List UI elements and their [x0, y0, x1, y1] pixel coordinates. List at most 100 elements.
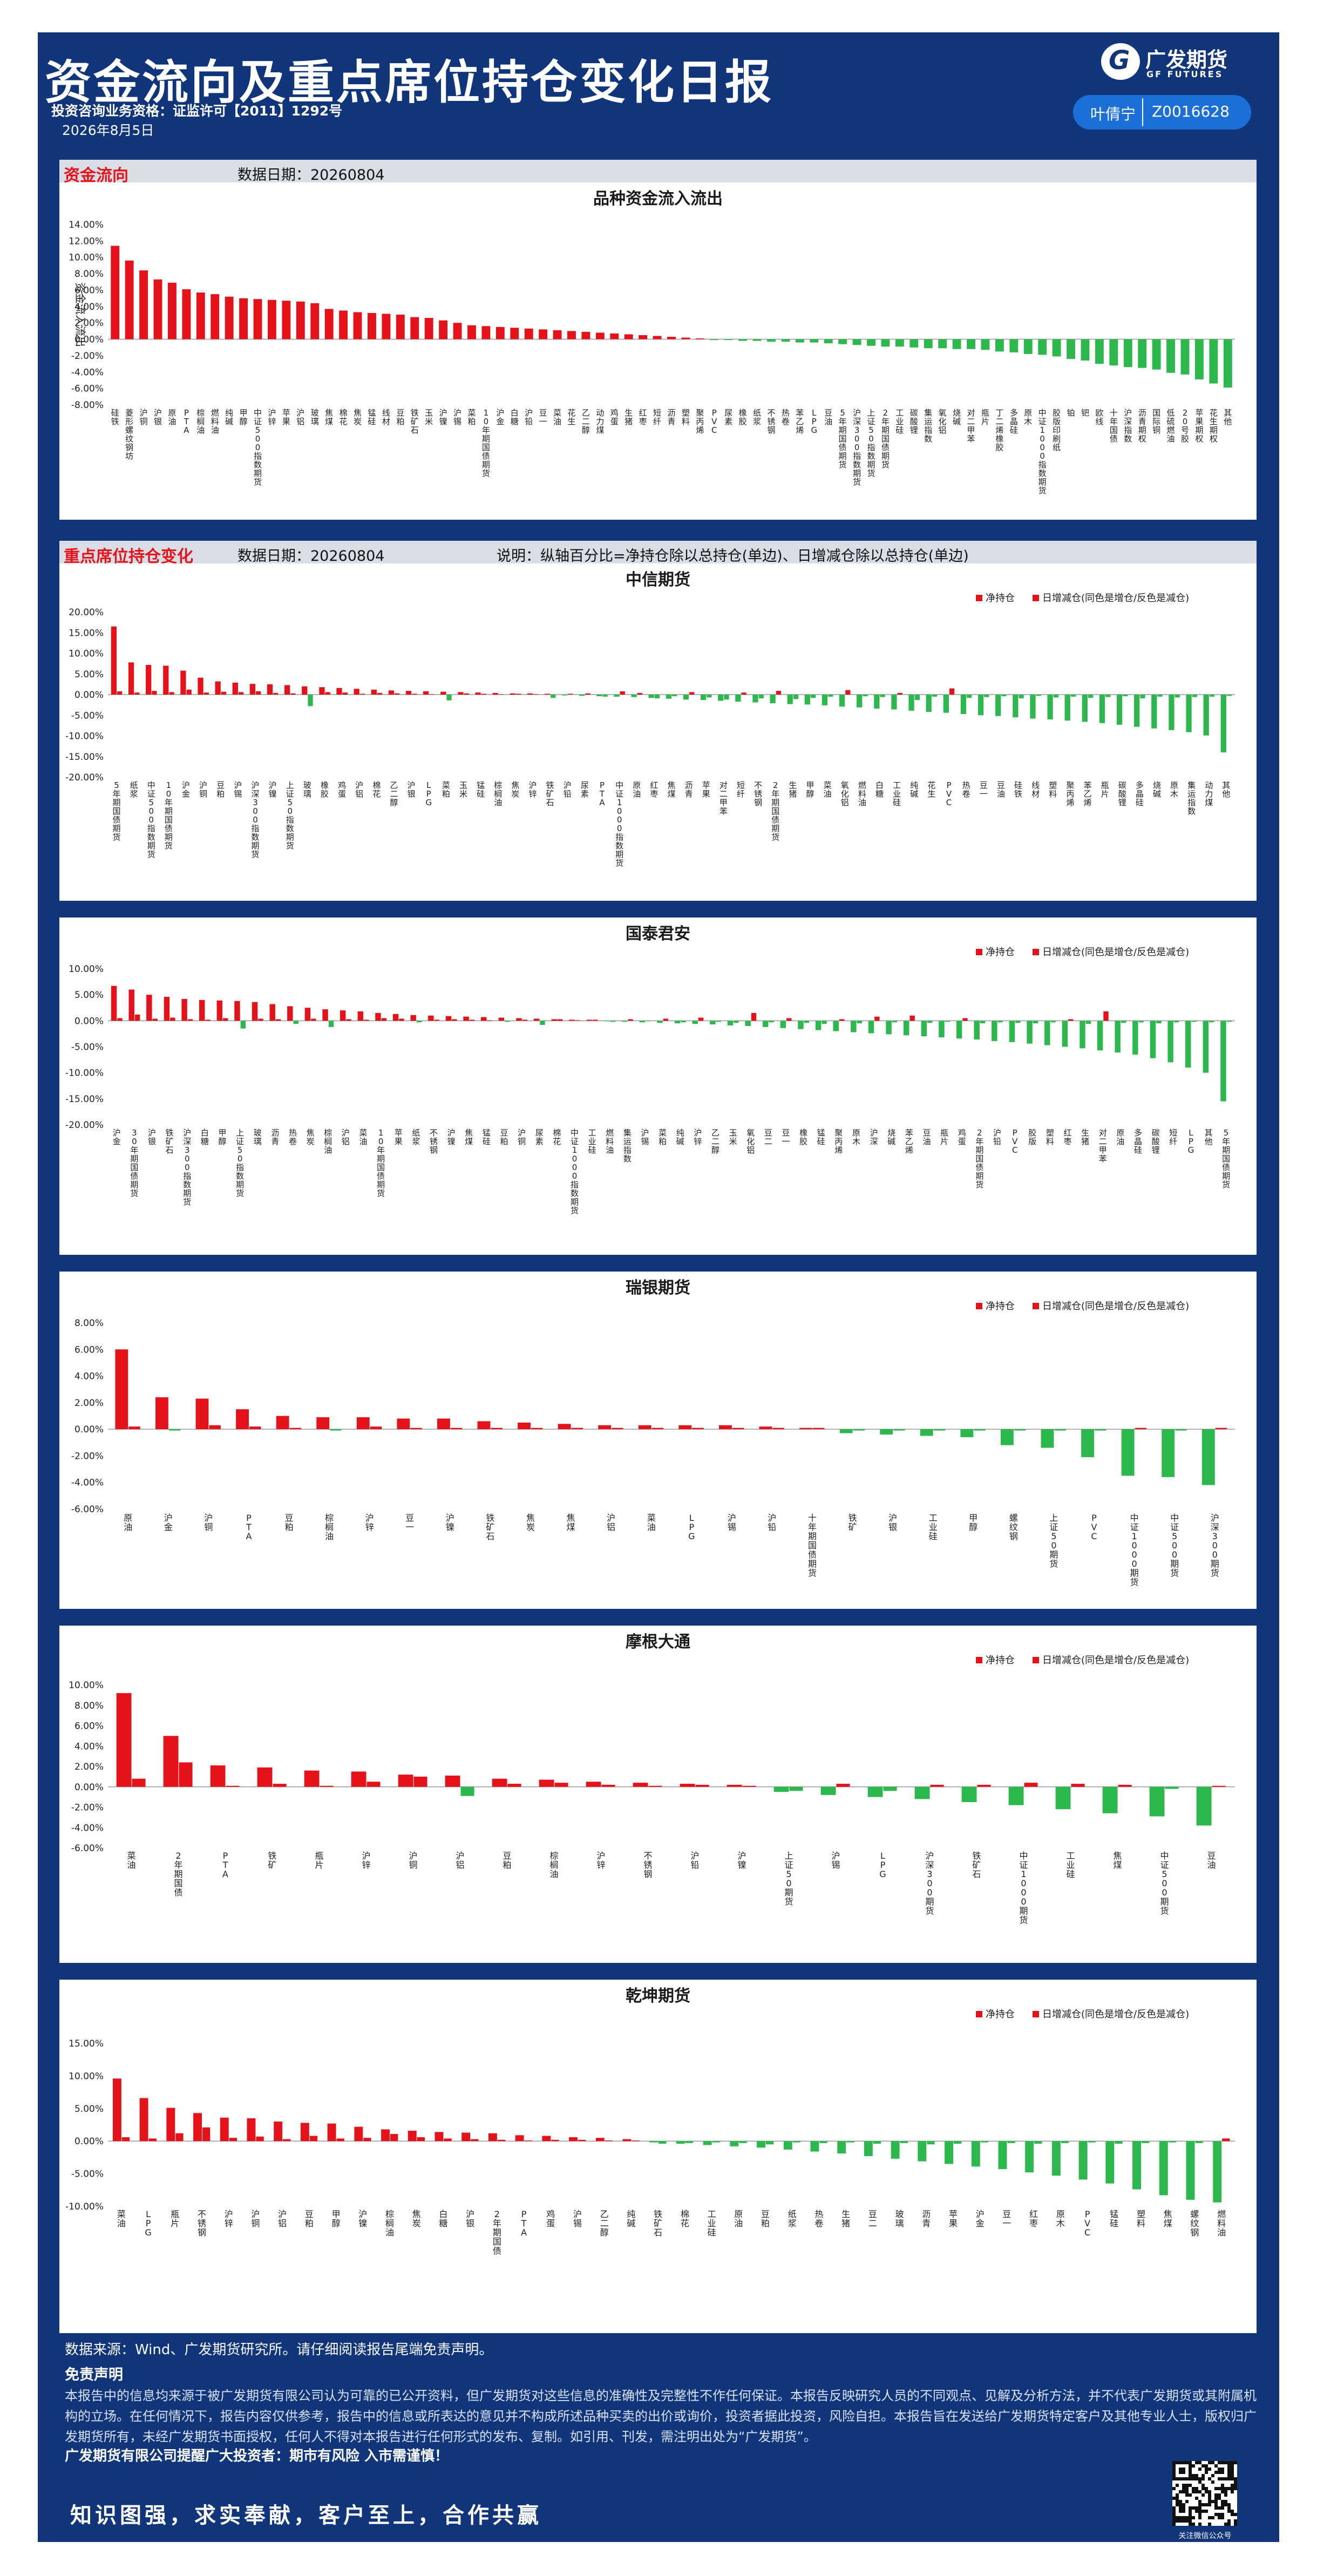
x-tick-char: 金: [182, 789, 190, 799]
x-tick-char: 纸: [130, 780, 138, 790]
x-tick-char: 煤: [596, 425, 604, 435]
x-tick-char: 业: [929, 1522, 938, 1532]
bar-net: [488, 2133, 497, 2142]
x-tick-char: 碱: [627, 2218, 635, 2228]
bar-change: [620, 691, 625, 695]
x-tick-char: 数: [183, 1180, 191, 1190]
bar-flow: [810, 339, 819, 343]
x-tick-label: 铁矿石: [411, 408, 419, 435]
x-tick-char: 螺: [125, 425, 133, 435]
x-tick-char: 铝: [296, 417, 304, 426]
x-tick-char: 0: [378, 1137, 384, 1146]
x-tick-char: 瓶: [1101, 780, 1109, 790]
x-tick-char: 2: [1183, 408, 1188, 418]
x-tick-char: 玻: [895, 2209, 904, 2219]
x-tick-char: 货: [839, 460, 847, 470]
bar-net: [880, 1429, 893, 1435]
x-tick-char: V: [711, 417, 717, 426]
x-tick-label: 菱形螺纹钢坊: [125, 408, 133, 461]
x-tick-char: 粕: [503, 1860, 511, 1870]
bar-change: [342, 692, 348, 695]
x-tick-char: 枣: [1064, 1137, 1072, 1146]
x-tick-char: 锌: [268, 417, 276, 426]
y-tick-label: -8.00%: [71, 400, 104, 411]
x-tick-char: 菜: [127, 1851, 135, 1861]
x-tick-char: 豆: [997, 780, 1005, 790]
x-tick-char: 年: [174, 1860, 182, 1870]
bar-change: [1071, 1784, 1085, 1787]
x-tick-label: 塑料: [1046, 1128, 1054, 1146]
x-tick-char: 瓶: [940, 1128, 948, 1138]
x-tick-char: 纹: [1009, 1522, 1018, 1532]
y-tick-label: 6.00%: [74, 1721, 104, 1732]
bar-net: [735, 695, 741, 702]
x-tick-label: 豆油: [1207, 1851, 1216, 1870]
x-tick-char: C: [711, 425, 717, 435]
x-tick-char: 5: [149, 798, 154, 807]
x-tick-label: 沪铝: [607, 1513, 615, 1532]
x-tick-label: 工业硅: [588, 1128, 596, 1155]
x-tick-char: 一: [782, 1137, 790, 1146]
bar-change: [533, 694, 539, 695]
qr-module: [1185, 2484, 1189, 2487]
x-tick-label: 沪锌: [268, 408, 276, 426]
x-tick-label: 焦炭: [511, 780, 519, 799]
x-tick-char: 工: [895, 408, 904, 418]
x-tick-char: 粕: [658, 1137, 667, 1146]
qr-module: [1192, 2477, 1195, 2480]
x-tick-label: 集运指数: [924, 408, 932, 444]
x-tick-char: 棉: [681, 2209, 689, 2219]
x-tick-char: 0: [1212, 1549, 1218, 1560]
positions-header: 重点席位持仓变化 数据日期：20260804 说明：纵轴百分比=净持仓除以总持仓…: [59, 541, 1257, 566]
x-tick-char: 沪: [355, 780, 363, 790]
x-tick-char: 铜: [518, 1137, 526, 1146]
bar-change: [792, 2141, 801, 2143]
x-tick-char: 矿: [546, 789, 554, 799]
bar-flow: [567, 331, 576, 339]
qr-module: [1179, 2490, 1182, 2493]
x-tick-char: 热: [289, 1128, 297, 1138]
qr-module: [1179, 2461, 1182, 2464]
qr-code-icon[interactable]: [1172, 2461, 1237, 2526]
qr-module: [1198, 2461, 1201, 2464]
x-tick-char: 其: [1224, 408, 1232, 418]
x-tick-label: 玻璃: [254, 1128, 262, 1146]
x-tick-char: 苯: [905, 1128, 913, 1138]
x-tick-char: 国: [975, 1154, 983, 1164]
qr-module: [1231, 2474, 1234, 2477]
qiankun-panel: 乾坤期货 净持仓 日增减仓(同色是增仓/反色是减仓) -10.00% -5.00% 0.0…: [59, 1980, 1257, 2333]
x-tick-char: 深: [1124, 417, 1132, 426]
bar-change: [469, 1019, 475, 1021]
x-tick-label: 沪深 3 0 0 指数期货: [183, 1128, 191, 1207]
qr-module: [1234, 2484, 1237, 2487]
bar-net: [516, 1018, 522, 1021]
bar-net: [445, 1775, 460, 1787]
qr-module: [1221, 2477, 1224, 2480]
bar-net: [249, 684, 256, 695]
x-tick-char: 煤: [1205, 798, 1213, 807]
qr-module: [1231, 2510, 1234, 2513]
bar-change: [1192, 695, 1197, 697]
legend-label-net: 净持仓: [986, 1301, 1015, 1312]
x-tick-char: 果: [395, 1137, 403, 1146]
bar-flow: [595, 332, 605, 339]
bar-change: [531, 1428, 543, 1430]
x-tick-char: 债: [975, 1163, 983, 1172]
x-tick-label: 2 年期国债期货: [771, 780, 779, 842]
x-tick-label: 沪镍: [439, 408, 447, 426]
x-tick-char: 运: [623, 1137, 632, 1146]
qr-module: [1192, 2464, 1195, 2468]
bar-net: [392, 1014, 399, 1021]
x-tick-char: 棕: [549, 1851, 558, 1861]
qr-module: [1189, 2523, 1192, 2526]
x-tick-label: 沪金: [496, 408, 504, 426]
bar-change: [836, 1784, 850, 1787]
x-tick-char: 国: [130, 1163, 138, 1172]
qr-module: [1227, 2474, 1231, 2477]
x-tick-char: 货: [130, 1188, 138, 1198]
bar-change: [460, 1786, 474, 1796]
x-tick-char: P: [184, 408, 189, 418]
x-tick-label: 瓶片: [981, 408, 989, 426]
